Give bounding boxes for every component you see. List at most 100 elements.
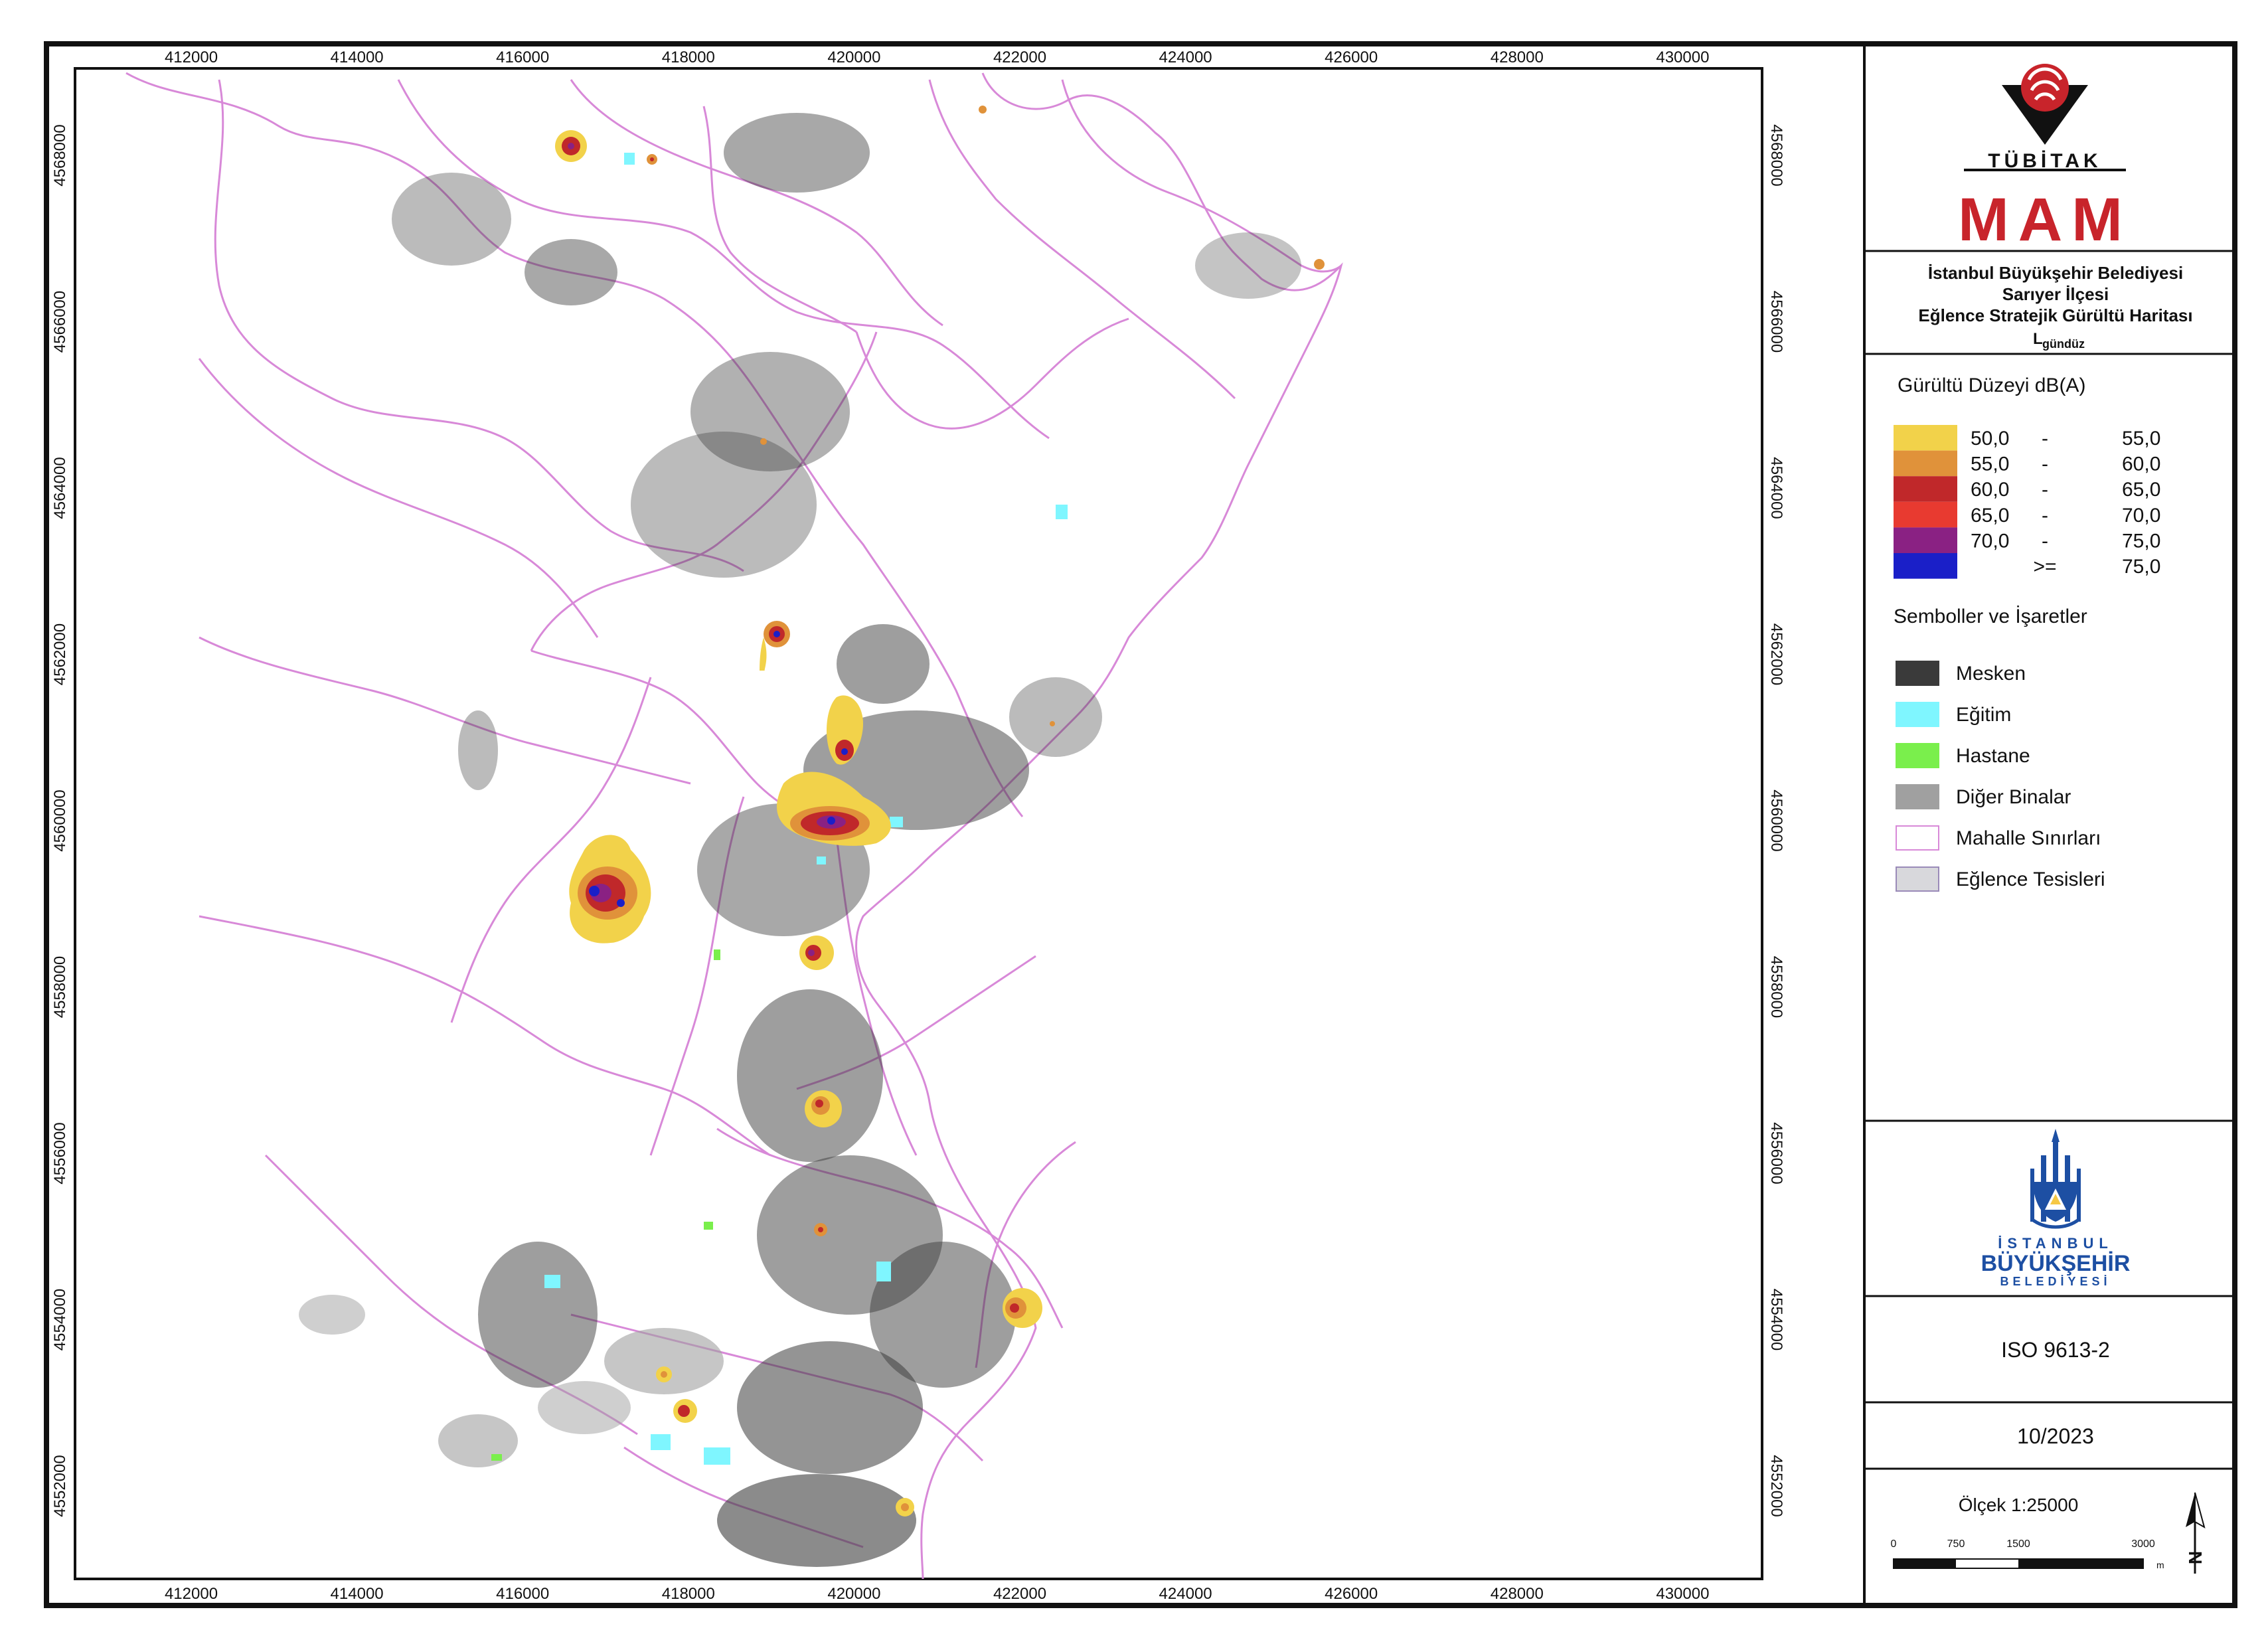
y-tick-right: 4566000	[1767, 291, 1785, 353]
y-tick-right: 4568000	[1767, 124, 1785, 186]
neighbourhood-boundaries	[125, 72, 1342, 1548]
tubitak-logo: TÜBİTAK MAM	[1958, 64, 2132, 254]
y-tick-left: 4562000	[51, 623, 69, 685]
hotspot-small	[555, 106, 1325, 1517]
noise-level-high: 65,0	[2122, 479, 2160, 501]
x-ticks-bottom: 412000 414000 416000 418000 420000 422000 4240…	[165, 1585, 1709, 1603]
noise-level-sep: -	[2042, 428, 2048, 450]
y-ticks-left: 4568000 4566000 4564000 4562000 4560000 45580…	[51, 124, 69, 1517]
symbol-label: Mahalle Sınırları	[1956, 827, 2101, 849]
y-tick-right: 4562000	[1767, 623, 1785, 685]
noise-level-swatch	[1894, 425, 1957, 451]
scale-tick: 0	[1891, 1538, 1897, 1550]
north-arrow: N	[2185, 1492, 2206, 1574]
x-tick-bottom: 420000	[827, 1585, 880, 1603]
y-tick-right: 4560000	[1767, 789, 1785, 851]
noise-level-swatch	[1894, 476, 1957, 502]
noise-level-item: 55,0 - 60,0	[1894, 450, 2160, 477]
noise-level-swatch	[1894, 450, 1957, 477]
noise-level-high: 75,0	[2122, 530, 2160, 552]
x-tick-top: 424000	[1159, 48, 1212, 66]
x-tick-bottom: 422000	[993, 1585, 1046, 1603]
symbol-item: Hastane	[1896, 743, 2030, 768]
noise-level-low: 50,0	[1971, 428, 2009, 450]
symbol-label: Eğitim	[1956, 704, 2011, 726]
symbol-item: Mahalle Sınırları	[1896, 825, 2101, 851]
noise-level-low: 70,0	[1971, 530, 2009, 552]
x-tick-top: 416000	[496, 48, 549, 66]
symbol-swatch	[1896, 784, 1939, 809]
x-tick-top: 422000	[993, 48, 1046, 66]
x-tick-top: 420000	[827, 48, 880, 66]
hotspot-main	[569, 835, 651, 943]
y-tick-left: 4564000	[51, 457, 69, 519]
noise-legend-title: Gürültü Düzeyi dB(A)	[1898, 374, 2085, 396]
y-tick-left: 4554000	[51, 1289, 69, 1351]
x-tick-top: 426000	[1325, 48, 1378, 66]
noise-level-swatch	[1894, 527, 1957, 553]
x-tick-top: 430000	[1656, 48, 1709, 66]
y-tick-left: 4568000	[51, 124, 69, 186]
ibb-line-2: BÜYÜKŞEHİR	[1981, 1251, 2131, 1276]
x-tick-bottom: 416000	[496, 1585, 549, 1603]
scale-unit: m	[2156, 1560, 2164, 1570]
ibb-line-1: İSTANBUL	[1998, 1235, 2113, 1252]
y-tick-left: 4556000	[51, 1122, 69, 1184]
x-tick-bottom: 418000	[662, 1585, 715, 1603]
symbol-swatch	[1896, 702, 1939, 727]
symbol-label: Diğer Binalar	[1956, 786, 2071, 808]
y-tick-right: 4564000	[1767, 457, 1785, 519]
x-tick-top: 412000	[165, 48, 218, 66]
noise-level-item: 50,0 - 55,0	[1894, 425, 2160, 451]
x-tick-top: 414000	[331, 48, 384, 66]
noise-level-sep: -	[2042, 479, 2048, 501]
metric-sub: gündüz	[2042, 337, 2085, 351]
noise-level-high: 60,0	[2122, 453, 2160, 475]
x-tick-top: 418000	[662, 48, 715, 66]
y-tick-left: 4566000	[51, 291, 69, 353]
noise-level-sep: -	[2042, 453, 2048, 475]
x-tick-bottom: 414000	[331, 1585, 384, 1603]
y-tick-right: 4552000	[1767, 1455, 1785, 1517]
symbol-label: Eğlence Tesisleri	[1956, 868, 2105, 890]
x-tick-bottom: 430000	[1656, 1585, 1709, 1603]
tubitak-wordmark: TÜBİTAK	[1988, 150, 2101, 172]
noise-level-low: 60,0	[1971, 479, 2009, 501]
y-tick-right: 4556000	[1767, 1122, 1785, 1184]
x-tick-top: 428000	[1491, 48, 1544, 66]
symbol-item: Eğitim	[1896, 702, 2011, 727]
standard-text: ISO 9613-2	[2001, 1338, 2110, 1362]
symbol-label: Mesken	[1956, 663, 2026, 685]
mam-wordmark: MAM	[1958, 186, 2132, 254]
symbol-swatch	[1896, 866, 1939, 892]
legend: Gürültü Düzeyi dB(A) 50,0-55,055,0-60,06…	[1894, 374, 2160, 892]
scale-tick-labels: 0 750 1500 3000	[1891, 1538, 2155, 1550]
noise-level-item: 70,0 - 75,0	[1894, 527, 2160, 553]
x-tick-bottom: 412000	[165, 1585, 218, 1603]
symbols-legend-title: Semboller ve İşaretler	[1894, 606, 2087, 627]
title-block: İstanbul Büyükşehir Belediyesi Sarıyer İ…	[1918, 263, 2192, 351]
noise-level-sep: -	[2042, 505, 2048, 527]
noise-level-high: 55,0	[2122, 428, 2160, 450]
noise-level-low: 65,0	[1971, 505, 2009, 527]
symbol-list: Mesken Eğitim Hastane Diğer Binalar Mahalle …	[1896, 661, 2105, 892]
x-tick-bottom: 424000	[1159, 1585, 1212, 1603]
symbol-swatch	[1896, 743, 1939, 768]
date-text: 10/2023	[2017, 1424, 2094, 1448]
y-tick-left: 4558000	[51, 956, 69, 1018]
symbol-swatch	[1896, 661, 1939, 686]
y-tick-left: 4552000	[51, 1455, 69, 1517]
noise-level-item: 60,0 - 65,0	[1894, 476, 2160, 502]
y-tick-left: 4560000	[51, 789, 69, 851]
x-tick-bottom: 428000	[1491, 1585, 1544, 1603]
metric-main: L	[2033, 330, 2043, 348]
noise-level-sep: -	[2042, 530, 2048, 552]
noise-level-item: >= 75,0	[1894, 553, 2160, 579]
x-tick-bottom: 426000	[1325, 1585, 1378, 1603]
symbol-item: Mesken	[1896, 661, 2026, 686]
symbol-item: Eğlence Tesisleri	[1896, 866, 2105, 892]
scale-label: Ölçek 1:25000	[1959, 1495, 2079, 1515]
title-line-3: Eğlence Stratejik Gürültü Haritası	[1918, 305, 2192, 325]
noise-level-swatch	[1894, 553, 1957, 579]
